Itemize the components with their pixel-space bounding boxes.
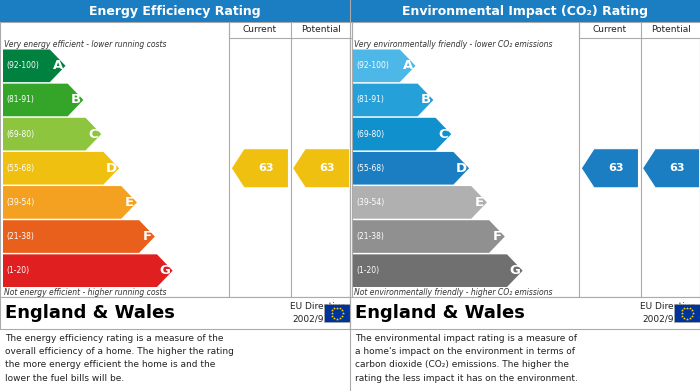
Text: (55-68): (55-68) [6,164,34,173]
Text: (92-100): (92-100) [6,61,39,70]
FancyBboxPatch shape [0,297,350,329]
Text: F: F [492,230,501,243]
Text: Potential: Potential [301,25,341,34]
Polygon shape [353,50,416,82]
Text: (39-54): (39-54) [6,198,34,207]
Text: EU Directive
2002/91/EC: EU Directive 2002/91/EC [640,302,696,324]
Text: G: G [160,264,170,277]
Text: Energy Efficiency Rating: Energy Efficiency Rating [89,5,261,18]
FancyBboxPatch shape [580,22,700,38]
FancyBboxPatch shape [674,304,700,322]
Polygon shape [353,220,505,253]
FancyBboxPatch shape [350,0,700,22]
Text: Current: Current [593,25,627,34]
Text: D: D [456,162,467,175]
Text: Potential: Potential [651,25,691,34]
Text: 63: 63 [670,163,685,173]
Text: (1-20): (1-20) [356,266,379,275]
Text: The environmental impact rating is a measure of
a home's impact on the environme: The environmental impact rating is a mea… [355,334,578,383]
Polygon shape [3,255,173,287]
Text: A: A [402,59,413,72]
Text: Current: Current [243,25,277,34]
FancyBboxPatch shape [0,0,350,22]
Text: (69-80): (69-80) [356,129,384,138]
FancyBboxPatch shape [0,22,350,297]
Text: 63: 63 [320,163,335,173]
Text: (21-38): (21-38) [6,232,34,241]
Polygon shape [3,84,83,116]
Text: (21-38): (21-38) [356,232,384,241]
Text: D: D [106,162,117,175]
Text: 63: 63 [258,163,274,173]
Text: C: C [439,127,448,141]
Text: England & Wales: England & Wales [5,304,175,322]
Text: F: F [142,230,151,243]
Polygon shape [231,149,288,188]
Text: The energy efficiency rating is a measure of the
overall efficiency of a home. T: The energy efficiency rating is a measur… [5,334,234,383]
Polygon shape [353,186,487,219]
Polygon shape [353,118,452,151]
FancyBboxPatch shape [230,22,351,38]
Text: Very energy efficient - lower running costs: Very energy efficient - lower running co… [4,40,167,49]
Polygon shape [3,186,137,219]
Text: (39-54): (39-54) [356,198,384,207]
Polygon shape [581,149,638,188]
Polygon shape [3,118,101,151]
Polygon shape [3,220,155,253]
Text: E: E [475,196,484,209]
Text: Very environmentally friendly - lower CO₂ emissions: Very environmentally friendly - lower CO… [354,40,552,49]
Text: (81-91): (81-91) [6,95,34,104]
Polygon shape [353,152,469,185]
Text: (1-20): (1-20) [6,266,29,275]
Text: G: G [510,264,520,277]
Text: (92-100): (92-100) [356,61,389,70]
Text: C: C [89,127,98,141]
Text: 63: 63 [608,163,624,173]
Text: England & Wales: England & Wales [355,304,525,322]
Text: A: A [52,59,63,72]
Polygon shape [293,149,350,188]
Text: (69-80): (69-80) [6,129,34,138]
Text: Not environmentally friendly - higher CO₂ emissions: Not environmentally friendly - higher CO… [354,288,552,297]
FancyBboxPatch shape [324,304,350,322]
Polygon shape [3,50,66,82]
Text: B: B [71,93,80,106]
Text: EU Directive
2002/91/EC: EU Directive 2002/91/EC [290,302,346,324]
Text: Not energy efficient - higher running costs: Not energy efficient - higher running co… [4,288,167,297]
Polygon shape [353,84,433,116]
Text: (81-91): (81-91) [356,95,384,104]
Text: Environmental Impact (CO₂) Rating: Environmental Impact (CO₂) Rating [402,5,648,18]
Text: (55-68): (55-68) [356,164,384,173]
Text: B: B [421,93,430,106]
FancyBboxPatch shape [350,22,700,297]
Polygon shape [353,255,523,287]
FancyBboxPatch shape [350,297,700,329]
Text: E: E [125,196,134,209]
Polygon shape [643,149,700,188]
Polygon shape [3,152,119,185]
